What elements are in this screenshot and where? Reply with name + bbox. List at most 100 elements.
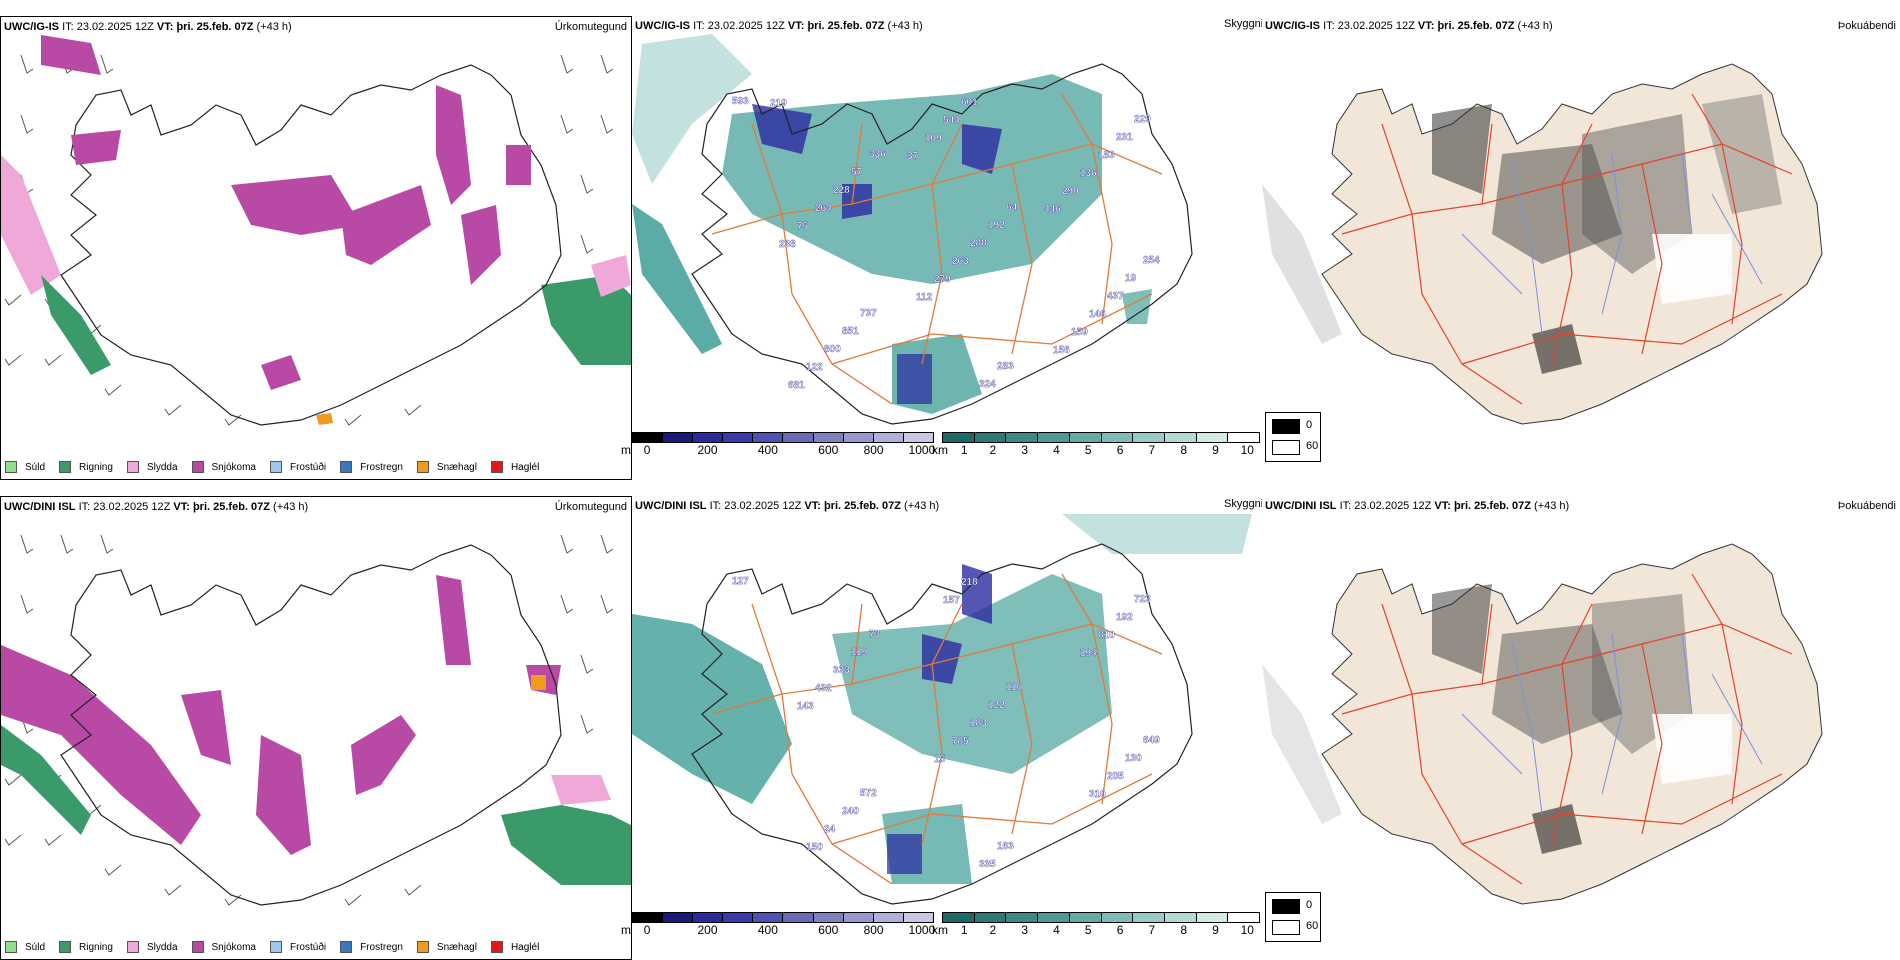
scale-tick: 800 [863,923,884,937]
panel-title: UWC/IG-IS IT: 23.02.2025 12Z VT: þri. 25… [635,20,923,32]
scale-cell [1196,433,1229,442]
ceiling-value-label: 156 [1053,345,1070,356]
scale-cell [693,913,724,922]
scale-cell [1069,433,1102,442]
scale-cell [1228,433,1260,442]
legend-swatch [59,941,72,953]
ceiling-value-label: 130 [1125,753,1142,764]
ceiling-value-label: 238 [779,239,796,250]
ceiling-value-label: 572 [860,788,877,799]
precip-map [1,35,631,426]
scale-tick: 4 [1053,443,1060,457]
ceiling-value-label: 228 [833,185,850,196]
scale-cell [723,913,754,922]
legend-item: Frostregn [340,461,403,473]
legend-swatch [59,461,72,473]
ceiling-value-label: 109 [925,133,942,144]
legend-item: Snæhagl [416,461,477,473]
scale-tick: 1000 [908,443,936,457]
scale-unit: km [932,443,948,457]
ceiling-labels: 127 73 110 649 572 163 723 119 122 130 240 335 192 33… [732,576,1161,870]
scale-tick: 2 [989,923,997,937]
ceiling-value-label: 194 [1080,648,1097,659]
precip-legend: Súld Rigning Slydda Snjókoma Frostúði Fr… [5,941,553,953]
scale-tick: 3 [1021,923,1029,937]
scale-cell [974,433,1007,442]
legend-swatch [126,461,139,473]
ceiling-value-label: 593 [732,96,749,107]
scale-unit: km [932,923,948,937]
scale-tick: 200 [697,443,718,457]
ceiling-scale-ticks: m 0 200 400 600 800 1000 [621,443,936,457]
legend-swatch [416,941,429,953]
scale-tick: 1 [960,443,968,457]
ceiling-value-label: 73 [869,629,881,640]
precip-map [1,534,631,906]
ceiling-value-label: 146 [1089,309,1106,320]
fog-map [1262,543,1823,905]
scale-tick: 400 [757,923,778,937]
scale-tick: 9 [1212,443,1219,457]
ceiling-value-label: 432 [815,683,832,694]
ceiling-value-label: 800 [824,344,841,355]
scale-cell [1196,913,1229,922]
scale-cell [1006,913,1039,922]
panel-title: UWC/DINI ISL IT: 23.02.2025 12Z VT: þri.… [1265,500,1570,512]
scale-cell [1133,913,1165,922]
visibility-scale-cells [942,432,1260,443]
scale-cell [1038,433,1070,442]
fog-swatch [1272,899,1300,914]
ceiling-value-label: 446 [1044,204,1061,215]
ceiling-value-label: 681 [788,380,805,391]
scale-tick: 600 [818,443,839,457]
ceiling-value-label: 127 [732,576,749,587]
scale-cell [1101,913,1134,922]
scale-cell [753,913,784,922]
ceiling-value-label: 279 [934,274,951,285]
scale-tick: 0 [643,923,651,937]
legend-item: Frostúði [269,941,326,953]
ceiling-value-label: 229 [1134,114,1151,125]
scale-cell [943,913,975,922]
scale-cell [1101,433,1134,442]
scale-unit: m [621,443,631,457]
scale-tick: 7 [1148,443,1156,457]
ceiling-labels: 5933366425473728322957192198513242312282… [732,96,1161,391]
scale-cell [943,433,975,442]
fog-swatch [1272,920,1300,935]
ceiling-value-label: 57 [851,167,863,178]
visibility-panel-dini: UWC/DINI ISL IT: 23.02.2025 12Z VT: þri.… [632,496,1263,960]
scale-tick: 1000 [908,923,936,937]
ceiling-scale-cells [632,912,934,923]
scale-tick: 10 [1240,923,1254,937]
panel-title: UWC/DINI ISL IT: 23.02.2025 12Z VT: þri.… [635,500,940,512]
ceiling-value-label: 240 [842,806,859,817]
scale-cell [633,433,664,442]
legend-item: Slydda [126,461,178,473]
panel-title: UWC/IG-IS IT: 23.02.2025 12Z VT: þri. 25… [1265,20,1553,32]
ceiling-value-label: 264 [815,203,832,214]
panel-param-title: Úrkomutegund [554,501,627,513]
ceiling-value-label: 163 [997,841,1014,852]
scale-cell [974,913,1007,922]
scale-cell [1228,913,1260,922]
ceiling-scale-cells [632,432,934,443]
fog-legend: 0 60 [1265,412,1321,462]
visibility-scale: km 1 2 3 4 5 6 7 8 9 10 [932,912,1260,946]
legend-item: Rigning [59,941,113,953]
visibility-scale-ticks: km 1 2 3 4 5 6 7 8 9 10 [932,923,1260,937]
visibility-scale-ticks: km 1 2 3 4 5 6 7 8 9 10 [932,443,1260,457]
visibility-scale-cells [942,912,1260,923]
precip-type-panel-dini: UWC/DINI ISL IT: 23.02.2025 12Z VT: þri.… [0,496,632,960]
ceiling-value-label: 24 [824,824,836,835]
scale-cell [663,433,694,442]
scale-cell [843,433,874,442]
panel-param-title: Skyggni [1224,18,1264,30]
scale-tick: 400 [757,443,778,457]
ceiling-value-label: 310 [1089,789,1106,800]
scale-tick: 7 [1148,923,1156,937]
ceiling-value-label: 183 [970,718,987,729]
ceiling-value-label: 437 [1107,291,1124,302]
ceiling-value-label: 205 [1107,771,1124,782]
scale-tick: 10 [1240,443,1254,457]
